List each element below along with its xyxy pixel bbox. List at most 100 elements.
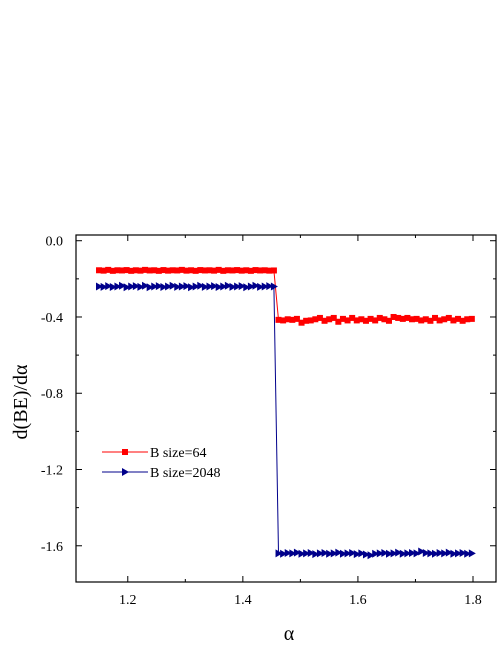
data-point [261, 267, 268, 274]
data-point [335, 548, 343, 557]
data-point [169, 281, 177, 290]
series-layer [96, 266, 476, 560]
data-point [399, 549, 407, 558]
data-point [284, 549, 292, 558]
data-point [303, 317, 310, 324]
data-point [381, 316, 388, 323]
data-point [455, 549, 463, 558]
data-point [247, 267, 254, 274]
data-point [238, 282, 246, 291]
data-point [151, 267, 158, 274]
data-point [123, 267, 130, 274]
data-point [201, 267, 208, 274]
data-point [376, 549, 384, 558]
data-point [399, 315, 406, 322]
data-point [105, 266, 112, 273]
data-point [385, 549, 393, 558]
data-point [128, 282, 136, 291]
data-point [445, 314, 452, 321]
data-point [132, 267, 139, 274]
data-point [441, 549, 449, 558]
data-point [188, 267, 195, 274]
data-point [183, 267, 190, 274]
data-point [307, 549, 315, 558]
data-point [298, 549, 306, 558]
data-point [321, 317, 328, 324]
y-tick-label: -0.4 [41, 311, 63, 326]
data-point [257, 282, 265, 291]
data-point [358, 316, 365, 323]
data-point [289, 316, 296, 323]
x-tick-label: 1.8 [464, 593, 482, 608]
y-axis-ticks: 0.0 -0.4 -0.8 -1.2 -1.6 [41, 235, 496, 555]
data-point [201, 282, 209, 291]
data-point [358, 549, 366, 558]
data-point [183, 282, 191, 291]
data-point [312, 550, 320, 559]
data-point [339, 315, 346, 322]
data-point [312, 316, 319, 323]
data-point [468, 315, 475, 322]
data-point [390, 549, 398, 558]
data-point [146, 267, 153, 274]
data-point [224, 267, 231, 274]
data-point [109, 283, 117, 292]
data-point [146, 283, 154, 292]
data-point [270, 282, 278, 291]
data-point [169, 267, 176, 274]
data-point [362, 550, 370, 559]
data-point [229, 267, 236, 274]
data-point [441, 316, 448, 323]
data-point [132, 282, 140, 291]
y-tick-label: -1.2 [41, 464, 63, 479]
data-point [220, 267, 227, 274]
data-point [96, 282, 104, 291]
data-point [197, 281, 205, 290]
data-point [330, 549, 338, 558]
data-point [418, 317, 425, 324]
data-point [137, 267, 144, 274]
data-point [376, 314, 383, 321]
data-point [385, 317, 392, 324]
data-point [353, 550, 361, 559]
data-point [284, 316, 291, 323]
data-point [119, 281, 127, 290]
series-line [98, 285, 472, 556]
data-point [142, 266, 149, 273]
data-point [234, 282, 242, 291]
data-point [450, 317, 457, 324]
legend-label: B size=2048 [150, 466, 221, 481]
data-point [100, 267, 107, 274]
data-point [404, 549, 412, 558]
data-point [298, 319, 305, 326]
data-point [432, 314, 439, 321]
data-point [289, 549, 297, 558]
data-point [197, 267, 204, 274]
data-point [188, 283, 196, 292]
data-point [275, 316, 282, 323]
data-point [409, 316, 415, 323]
data-point [432, 549, 440, 558]
data-point [119, 267, 126, 274]
data-point [372, 549, 380, 558]
x-tick-label: 1.4 [234, 593, 252, 608]
data-point [326, 316, 333, 323]
series-line [98, 269, 472, 324]
data-point [215, 283, 223, 292]
legend-marker [122, 468, 129, 476]
data-point [464, 549, 472, 558]
data-point [326, 549, 334, 558]
data-point [155, 267, 162, 274]
legend-label: B size=64 [150, 446, 207, 461]
legend: B size=64 B size=2048 [102, 446, 221, 481]
legend-marker [122, 449, 128, 455]
data-point [422, 316, 429, 323]
data-point [151, 282, 159, 291]
data-point [137, 282, 145, 291]
data-point [100, 282, 108, 291]
plot-border [75, 234, 497, 583]
data-point [266, 282, 274, 291]
data-point [238, 267, 245, 274]
data-point [344, 317, 351, 324]
